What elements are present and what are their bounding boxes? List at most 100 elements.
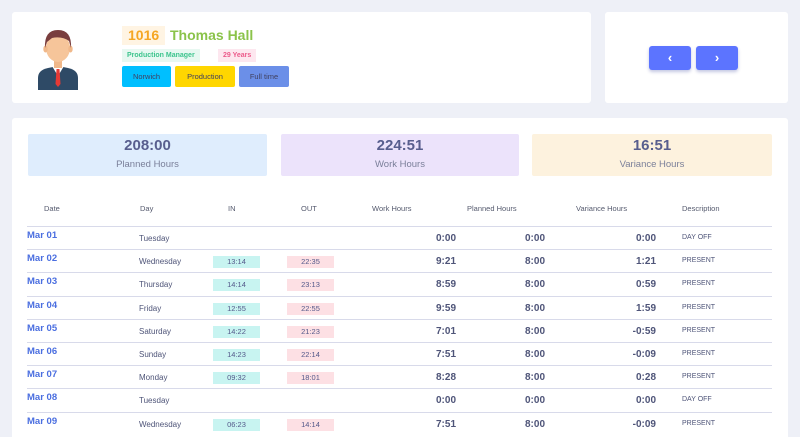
work-hours-summary: 224:51 Work Hours [281,134,519,176]
clock-in-cell: 14:23 [213,349,260,361]
clock-out-cell: 23:13 [287,279,334,292]
table-row: Mar 05 Saturday 14:22 21:23 7:01 8:00 -0:59 PRE… [27,318,772,342]
work-hours-cell: 7:01 [435,325,456,337]
description-cell: PRESENT [682,326,716,334]
day-cell: Wednesday [139,257,182,267]
businessman-avatar-icon [38,30,78,90]
table-row: Mar 06 Sunday 14:23 22:14 7:51 8:00 -0:09 PRESE… [27,342,772,365]
planned-hours-cell: 8:00 [524,279,545,291]
work-hours-cell: 9:21 [435,256,456,268]
table-row: Mar 07 Monday 09:32 18:01 8:28 8:00 0:28 PRESEN… [27,365,772,388]
clock-in-cell: 12:55 [213,302,260,315]
work-hours-cell: 8:59 [435,279,456,291]
date-link[interactable]: Mar 07 [27,369,58,381]
planned-hours-cell: 8:00 [524,349,545,360]
work-hours-label: Work Hours [375,159,425,170]
clock-in-cell [213,395,260,407]
variance-hours-cell: 1:21 [635,256,656,268]
planned-hours-cell: 8:00 [524,372,545,384]
clock-in-cell: 14:22 [213,325,260,338]
clock-in-cell: 14:14 [213,279,260,292]
work-hours-cell: 8:28 [435,372,456,384]
employment-type-chip: Full time [239,66,289,87]
date-link[interactable]: Mar 08 [27,392,58,404]
date-link[interactable]: Mar 09 [27,415,58,427]
chevron-left-icon: ‹ [667,50,673,65]
day-cell: Tuesday [139,234,170,243]
planned-hours-cell: 0:00 [524,233,545,244]
planned-hours-label: Planned Hours [116,159,179,170]
header-out: OUT [301,204,317,213]
description-cell: PRESENT [682,257,716,265]
date-link[interactable]: Mar 02 [27,253,58,265]
location-chip: Norwich [122,66,171,87]
planned-hours-cell: 8:00 [524,418,545,430]
clock-out-cell: 21:23 [287,325,334,338]
clock-in-cell [213,233,260,245]
day-cell: Monday [139,373,168,383]
attendance-card: 208:00 Planned Hours 224:51 Work Hours 1… [12,118,788,437]
description-cell: DAY OFF [682,234,712,241]
description-cell: PRESENT [682,373,716,381]
description-cell: PRESENT [682,303,716,311]
work-hours-value: 224:51 [376,137,424,154]
header-planned-hours: Planned Hours [467,204,517,213]
header-description: Description [682,204,720,213]
role-badge: Production Manager [122,49,200,62]
date-link[interactable]: Mar 06 [27,346,58,357]
variance-hours-cell: -0:09 [632,418,656,430]
table-row: Mar 08 Tuesday 0:00 0:00 0:00 DAY OFF [27,388,772,411]
planned-hours-cell: 8:00 [524,256,545,268]
clock-out-cell: 22:55 [287,302,334,315]
date-link[interactable]: Mar 01 [27,230,58,241]
variance-hours-label: Variance Hours [619,159,685,170]
day-cell: Sunday [139,350,167,359]
variance-hours-cell: 0:00 [635,233,656,244]
variance-hours-cell: -0:09 [632,349,656,360]
work-hours-cell: 0:00 [435,233,456,244]
day-cell: Saturday [139,326,172,336]
next-button[interactable]: › [696,46,738,70]
work-hours-cell: 7:51 [435,418,456,430]
header-in: IN [228,204,236,213]
variance-hours-cell: 1:59 [635,302,656,314]
previous-button[interactable]: ‹ [649,46,691,70]
day-cell: Thursday [139,280,173,290]
description-cell: PRESENT [682,280,716,288]
clock-in-cell: 06:23 [213,418,260,431]
variance-hours-cell: -0:59 [632,325,656,337]
variance-hours-cell: 0:59 [635,279,656,291]
date-link[interactable]: Mar 04 [27,299,58,311]
clock-out-cell [287,395,334,407]
clock-in-cell: 13:14 [213,256,260,269]
clock-out-cell: 14:14 [287,418,334,431]
planned-hours-value: 208:00 [124,137,171,154]
clock-out-cell: 22:35 [287,256,334,269]
table-row: Mar 01 Tuesday 0:00 0:00 0:00 DAY OFF [27,226,772,249]
day-cell: Tuesday [139,396,170,406]
navigation-card: ‹ › [605,12,788,103]
table-row: Mar 02 Wednesday 13:14 22:35 9:21 8:00 1:21 PRE… [27,249,772,272]
age-badge: 29 Years [218,49,257,62]
header-date: Date [44,204,60,213]
header-variance-hours: Variance Hours [576,204,628,213]
table-row: Mar 03 Thursday 14:14 23:13 8:59 8:00 0:59 PRES… [27,272,772,295]
employee-name: Thomas Hall [170,27,254,43]
chevron-right-icon: › [714,50,720,65]
variance-hours-cell: 0:28 [635,372,656,384]
variance-hours-summary: 16:51 Variance Hours [532,134,772,176]
date-link[interactable]: Mar 05 [27,322,58,334]
clock-in-cell: 09:32 [213,372,260,385]
date-link[interactable]: Mar 03 [27,276,58,288]
clock-out-cell: 22:14 [287,349,334,361]
work-hours-cell: 9:59 [435,302,456,314]
variance-hours-value: 16:51 [632,137,672,154]
header-work-hours: Work Hours [372,204,412,213]
day-cell: Wednesday [139,419,182,429]
employee-id: 1016 [122,26,166,45]
description-cell: DAY OFF [682,396,712,404]
clock-out-cell [287,233,334,245]
work-hours-cell: 7:51 [435,349,456,360]
table-row: Mar 09 Wednesday 06:23 14:14 7:51 8:00 -0:09 PR… [27,411,772,435]
clock-out-cell: 18:01 [287,372,334,385]
